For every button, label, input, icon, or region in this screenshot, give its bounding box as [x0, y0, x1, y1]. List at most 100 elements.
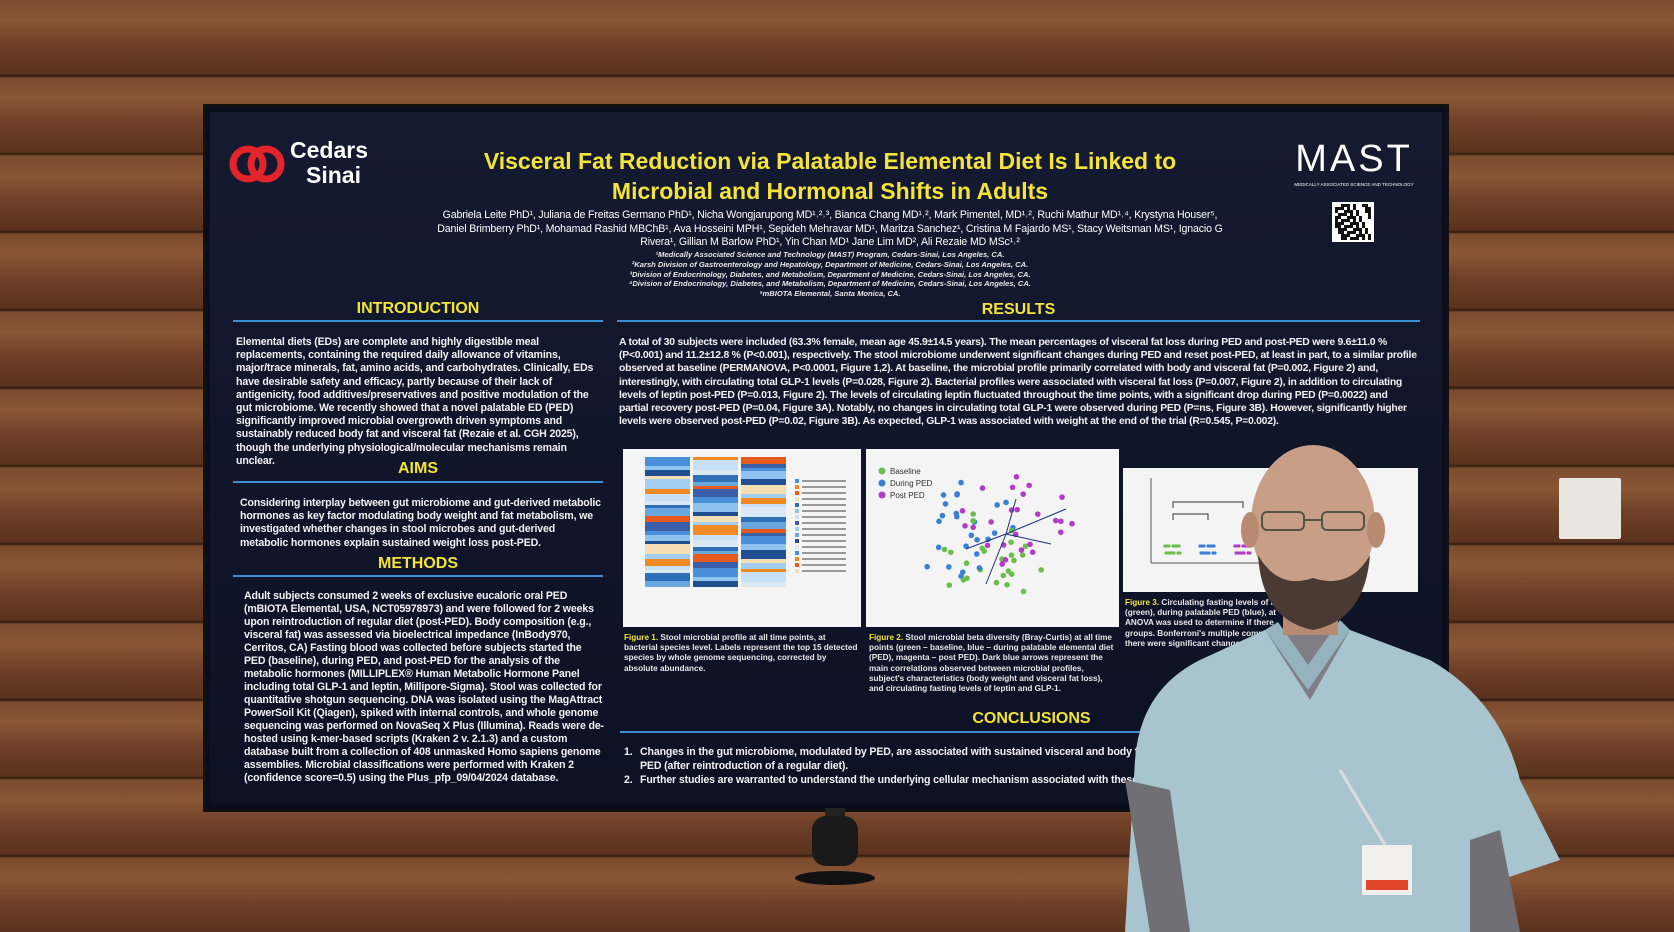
scatter-point	[924, 563, 930, 570]
scatter-point	[953, 510, 960, 517]
figure-caption: Figure 3. Circulating fasting levels of …	[1125, 598, 1415, 649]
figure-band	[693, 516, 738, 522]
scatter-point	[1000, 572, 1007, 579]
figure-band	[645, 573, 690, 581]
qr-cell	[1335, 216, 1338, 219]
author-line: Rivera¹, Gillian M Barlow PhD¹, Yin Chan…	[640, 236, 1020, 248]
figure-band	[741, 485, 786, 494]
qr-cell	[1356, 213, 1359, 216]
scatter-point	[1052, 517, 1059, 524]
scatter-point	[942, 501, 949, 507]
qr-cell	[1359, 219, 1362, 222]
qr-cell	[1356, 234, 1359, 237]
scatter-point	[988, 519, 994, 525]
figure-band	[645, 566, 690, 570]
qr-cell	[1344, 204, 1347, 207]
item-line: PED (after reintroduction of a regular d…	[640, 760, 849, 772]
qr-cell	[1341, 219, 1344, 222]
figure-band	[693, 522, 738, 525]
legend-swatch	[795, 527, 799, 531]
figure-band	[741, 504, 786, 507]
conclusion-item: 2. Further studies are warranted to under…	[624, 773, 1444, 787]
scatter-point	[939, 512, 946, 519]
figure-band	[645, 535, 690, 541]
qr-cell	[1356, 222, 1359, 225]
figure-band	[741, 507, 786, 517]
scatter-point	[1020, 491, 1026, 497]
qr-cell	[1368, 216, 1371, 219]
mast-logo: MAST	[1295, 138, 1413, 180]
qr-cell	[1368, 207, 1371, 210]
figure-band	[693, 457, 738, 460]
scatter-point	[1034, 511, 1041, 517]
author-line: Gabriela Leite PhD¹, Juliana de Freitas …	[442, 209, 1218, 221]
dot	[1200, 544, 1204, 548]
legend-line	[802, 534, 846, 536]
figure-band	[645, 501, 690, 505]
figure-band	[741, 572, 786, 582]
section-heading: METHODS	[378, 555, 458, 572]
legend-swatch	[795, 533, 799, 537]
figure-band	[693, 503, 738, 512]
item-line: Further studies are warranted to underst…	[640, 774, 1138, 786]
methods-text: Adult subjects consumed 2 weeks of exclu…	[244, 590, 604, 784]
legend-label: During PED	[890, 479, 932, 488]
caption-line: groups. Bonferroni's multiple compar	[1125, 628, 1272, 638]
qr-cell	[1365, 231, 1368, 234]
title: Visceral Fat Reduction via Palatable Ele…	[380, 146, 1280, 206]
legend-line	[802, 564, 846, 566]
legend-swatch	[795, 509, 799, 513]
figure-band	[693, 497, 738, 503]
qr-cell	[1347, 219, 1350, 222]
caption-text: Stool microbial beta diversity (Bray-Cur…	[869, 633, 1114, 694]
qr-cell	[1365, 210, 1368, 213]
figure-band	[693, 554, 738, 562]
qr-cell	[1347, 204, 1350, 207]
qr-cell	[1344, 219, 1347, 222]
legend-swatch	[878, 479, 886, 487]
legend-swatch	[795, 551, 799, 555]
qr-cell	[1338, 207, 1341, 210]
scatter-point	[1005, 568, 1012, 574]
figure-band	[645, 570, 690, 573]
results-text: A total of 30 subjects were included (63…	[619, 337, 1417, 428]
scatter-point	[1013, 474, 1020, 480]
figure-band	[741, 536, 786, 544]
dot	[1206, 544, 1210, 548]
qr-cell	[1365, 204, 1368, 207]
figure-band	[693, 525, 738, 535]
author-line: Daniel Brimberry PhD¹, Mohamad Rashid MB…	[437, 222, 1223, 235]
scatter-point	[1008, 552, 1015, 559]
figure-band	[693, 512, 738, 516]
dot	[1199, 551, 1203, 555]
qr-cell	[1359, 216, 1362, 219]
qr-cell	[1335, 207, 1338, 210]
qr-cell	[1341, 228, 1344, 231]
scatter-point	[1058, 518, 1064, 525]
figure-band	[741, 559, 786, 563]
scatter-point	[999, 561, 1005, 567]
figure-band	[645, 476, 690, 479]
scatter-point	[1069, 520, 1075, 527]
figure-caption: Figure 1. Stool microbial profile at all…	[624, 633, 860, 674]
dot	[1165, 544, 1169, 548]
figure-band	[645, 554, 690, 559]
figure-label: Figure 2.	[869, 633, 904, 642]
scatter-point	[979, 485, 986, 491]
authors: Gabriela Leite PhD¹, Juliana de Freitas …	[380, 209, 1280, 250]
qr-cell	[1356, 237, 1359, 240]
scatter-point	[946, 582, 953, 588]
legend-line	[802, 552, 846, 554]
scatter-point	[1026, 482, 1032, 489]
scatter-point	[973, 551, 980, 557]
qr-cell	[1338, 222, 1341, 225]
figure-band	[645, 505, 690, 508]
dot	[1176, 551, 1180, 555]
qr-cell	[1344, 228, 1347, 231]
qr-cell	[1368, 213, 1371, 216]
qr-cell	[1365, 228, 1368, 231]
scatter-point	[936, 518, 942, 525]
qr-cell	[1341, 222, 1344, 225]
scatter-point	[946, 564, 952, 570]
figure-band	[741, 479, 786, 485]
